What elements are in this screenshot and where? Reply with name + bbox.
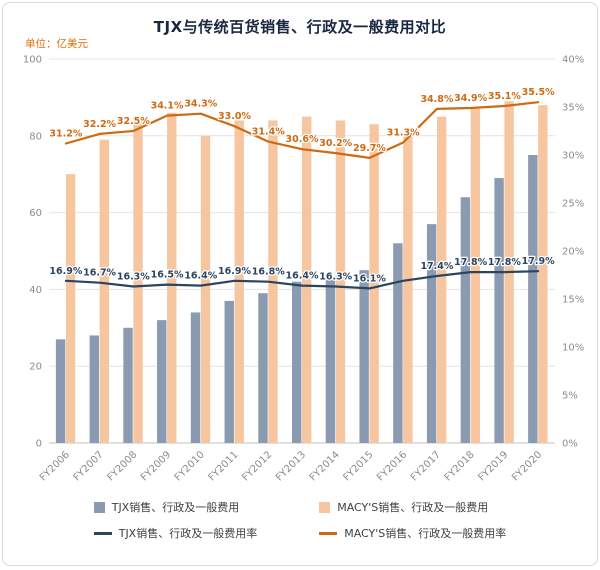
svg-text:FY2008: FY2008 [105,449,139,483]
svg-text:30.2%: 30.2% [319,138,352,149]
svg-text:16.8%: 16.8% [252,267,285,278]
svg-text:16.9%: 16.9% [218,266,251,277]
svg-text:25%: 25% [562,199,584,210]
svg-text:80: 80 [29,131,42,142]
svg-text:34.9%: 34.9% [454,93,487,104]
svg-text:20%: 20% [562,247,584,258]
macys-line-swatch-icon [319,531,338,535]
svg-text:0%: 0% [562,439,578,450]
tjx-line-swatch-icon [93,531,112,535]
tjx-bar-swatch-icon [93,501,105,513]
legend-label: MACY'S销售、行政及一般费用率 [344,527,507,540]
svg-text:31.2%: 31.2% [49,128,82,139]
svg-text:34.1%: 34.1% [151,101,184,112]
svg-text:16.7%: 16.7% [83,268,116,279]
svg-text:17.8%: 17.8% [488,257,521,268]
svg-text:40: 40 [29,285,42,296]
combo-chart: 0 20 40 60 80 100 0% 5% 10% 15% 20% 25% 30% 35% 40% FY2… [23,55,584,484]
legend-item-tjx-expense-rate: TJX销售、行政及一般费用率 [93,525,258,541]
svg-text:FY2010: FY2010 [173,449,207,483]
chart-area: 0 20 40 60 80 100 0% 5% 10% 15% 20% 25% 30% 35% 40% FY2… [3,43,597,495]
svg-text:FY2006: FY2006 [38,449,72,483]
svg-text:16.5%: 16.5% [151,270,184,281]
svg-text:17.4%: 17.4% [420,261,453,272]
svg-text:32.2%: 32.2% [83,119,116,130]
svg-text:FY2019: FY2019 [476,449,510,483]
svg-text:100: 100 [23,55,42,66]
svg-text:34.8%: 34.8% [420,94,453,105]
svg-text:16.1%: 16.1% [353,273,386,284]
svg-text:60: 60 [29,208,42,219]
svg-text:5%: 5% [562,391,578,402]
svg-text:16.3%: 16.3% [117,272,150,283]
svg-text:17.9%: 17.9% [522,256,555,267]
svg-text:30%: 30% [562,151,584,162]
svg-text:40%: 40% [562,55,584,66]
svg-text:35.5%: 35.5% [522,87,555,98]
chart-legend: TJX销售、行政及一般费用 MACY'S销售、行政及一般费用 TJX销售、行政及… [3,499,597,541]
svg-text:FY2013: FY2013 [274,449,308,483]
svg-text:31.3%: 31.3% [387,128,420,139]
svg-text:35.1%: 35.1% [488,91,521,102]
svg-text:16.9%: 16.9% [49,266,82,277]
svg-text:FY2016: FY2016 [375,449,409,483]
svg-text:34.3%: 34.3% [184,99,217,110]
svg-text:17.8%: 17.8% [454,257,487,268]
legend-label: MACY'S销售、行政及一般费用 [337,501,489,514]
svg-text:32.5%: 32.5% [117,116,150,127]
svg-text:30.6%: 30.6% [286,134,319,145]
svg-text:FY2007: FY2007 [72,449,106,483]
svg-text:29.7%: 29.7% [353,143,386,154]
svg-text:16.4%: 16.4% [184,271,217,282]
svg-text:FY2015: FY2015 [341,449,375,483]
macys-bar-swatch-icon [319,501,331,513]
legend-item-macys-expense-rate: MACY'S销售、行政及一般费用率 [319,525,506,541]
unit-label: 单位：亿美元 [25,38,88,50]
svg-text:16.3%: 16.3% [319,272,352,283]
svg-text:35%: 35% [562,103,584,114]
svg-text:FY2017: FY2017 [409,449,443,483]
svg-text:FY2012: FY2012 [240,449,274,483]
svg-text:15%: 15% [562,295,584,306]
svg-text:FY2014: FY2014 [308,449,342,483]
svg-text:33.0%: 33.0% [218,111,251,122]
svg-text:31.4%: 31.4% [252,127,285,138]
svg-text:FY2020: FY2020 [510,449,544,483]
svg-text:FY2009: FY2009 [139,449,173,483]
svg-text:FY2011: FY2011 [206,449,240,483]
legend-label: TJX销售、行政及一般费用 [111,501,240,514]
legend-label: TJX销售、行政及一般费用率 [118,527,258,540]
legend-item-macys-expense: MACY'S销售、行政及一般费用 [319,499,506,515]
svg-text:10%: 10% [562,343,584,354]
svg-text:0: 0 [36,439,42,450]
svg-text:16.4%: 16.4% [286,271,319,282]
chart-title: TJX与传统百货销售、行政及一般费用对比 [153,18,447,36]
svg-text:20: 20 [29,362,42,373]
legend-item-tjx-expense: TJX销售、行政及一般费用 [93,499,258,515]
svg-text:FY2018: FY2018 [443,449,477,483]
